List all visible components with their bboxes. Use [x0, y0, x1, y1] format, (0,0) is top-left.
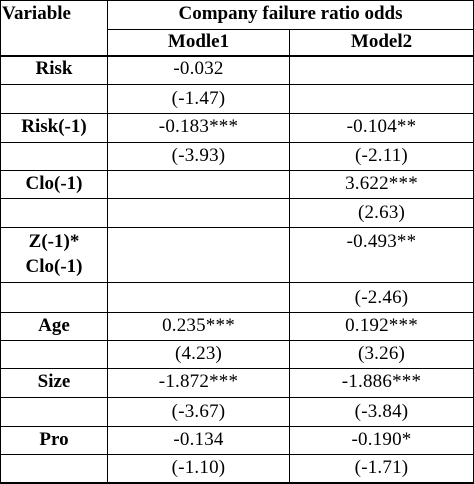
header-divider-2 — [0, 55, 474, 57]
row-line — [0, 312, 474, 313]
model2-value: -0.493** — [346, 231, 417, 252]
model1-tstat: (4.23) — [174, 343, 223, 364]
model2-header: Model2 — [350, 31, 413, 52]
row-line — [0, 368, 474, 369]
model2-tstat: (3.26) — [357, 343, 406, 364]
model1-value: -0.134 — [173, 429, 224, 450]
row-label-risk: Risk — [35, 58, 73, 79]
row-line — [0, 113, 474, 114]
model1-value: -0.183*** — [158, 116, 239, 137]
row-label-size: Size — [37, 371, 71, 392]
row-label-interaction-line1: Z(-1)* — [28, 231, 80, 252]
variable-header: Variable — [2, 3, 71, 24]
model1-value: -1.872*** — [158, 371, 239, 392]
model2-value: -0.190* — [351, 429, 412, 450]
row-label-clo-lag: Clo(-1) — [25, 173, 83, 194]
model1-tstat: (-3.67) — [171, 401, 226, 422]
model1-header: Modle1 — [167, 31, 230, 52]
top-border — [0, 0, 474, 1]
model2-tstat: (-3.84) — [354, 401, 409, 422]
row-line — [0, 198, 474, 199]
header-divider-1 — [107, 29, 474, 30]
model1-tstat: (-1.10) — [171, 457, 226, 478]
model2-tstat: (-2.46) — [354, 287, 409, 308]
model1-value: -0.032 — [173, 58, 224, 79]
model2-tstat: (2.63) — [357, 202, 406, 223]
row-line — [0, 454, 474, 455]
model1-tstat: (-3.93) — [171, 145, 226, 166]
group-title: Company failure ratio odds — [178, 3, 403, 24]
variable-column-divider — [107, 0, 108, 484]
model2-value: 0.192*** — [345, 315, 418, 336]
row-line — [0, 426, 474, 427]
row-label-interaction-line2: Clo(-1) — [25, 256, 83, 277]
model2-value: -1.886*** — [341, 371, 422, 392]
row-line — [0, 282, 474, 283]
row-label-age: Age — [38, 315, 70, 336]
model1-value: 0.235*** — [162, 315, 235, 336]
row-line — [0, 397, 474, 398]
row-label-risk-lag: Risk(-1) — [21, 116, 87, 137]
model1-tstat: (-1.47) — [171, 88, 226, 109]
model2-tstat: (-1.71) — [354, 457, 409, 478]
row-line — [0, 142, 474, 143]
row-line — [0, 170, 474, 171]
model2-value: 3.622*** — [345, 173, 418, 194]
row-line — [0, 227, 474, 228]
row-line — [0, 340, 474, 341]
bottom-border — [0, 482, 474, 484]
left-border — [0, 0, 1, 484]
model-column-divider — [289, 30, 290, 484]
row-line — [0, 84, 474, 85]
model2-value: -0.104** — [346, 116, 417, 137]
row-label-pro: Pro — [39, 429, 69, 450]
model2-tstat: (-2.11) — [355, 145, 408, 166]
